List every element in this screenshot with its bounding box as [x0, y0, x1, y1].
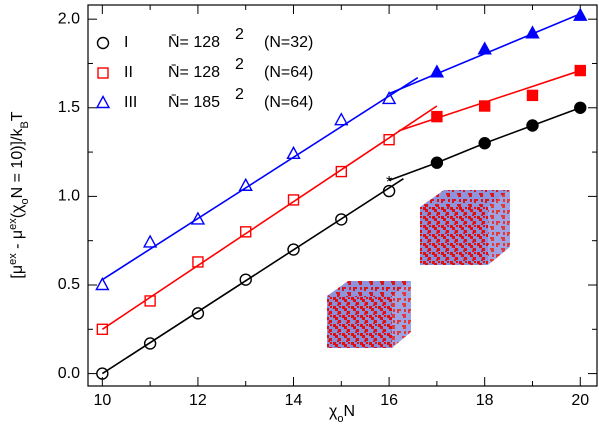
marker: [527, 90, 537, 100]
x-tick-label: 18: [476, 392, 494, 409]
label-part: N = 10)]/k: [9, 128, 26, 199]
marker: [97, 97, 109, 108]
x-tick-label: 14: [285, 392, 303, 409]
label-part: N: [343, 403, 355, 420]
marker: [480, 101, 490, 111]
legend-name: I: [124, 34, 128, 51]
legend-nbar: N̄= 128: [168, 34, 220, 51]
marker: [479, 43, 491, 54]
label-part: - μ: [9, 230, 26, 253]
label-part: B: [19, 121, 31, 128]
x-tick-label: 12: [189, 392, 207, 409]
x-axis-label: χoN: [329, 403, 355, 425]
x-tick-label: 10: [93, 392, 111, 409]
legend-nbar: N̄= 185: [168, 94, 220, 111]
legend-n: (N=32): [264, 34, 313, 51]
marker: [574, 9, 586, 20]
cube-large: [420, 190, 510, 265]
marker: [432, 112, 442, 122]
star-marker: *: [386, 174, 392, 191]
y-tick-label: 1.5: [58, 99, 80, 116]
marker: [98, 38, 109, 49]
marker: [527, 120, 538, 131]
legend-name: III: [124, 94, 137, 111]
label-part: [μ: [9, 265, 26, 279]
legend-nbar: N̄= 128: [168, 64, 220, 81]
legend-name: II: [124, 64, 133, 81]
legend-sup: 2: [235, 56, 244, 73]
y-tick-label: 0.0: [58, 365, 80, 382]
y-tick-label: 2.0: [58, 10, 80, 27]
marker: [240, 274, 251, 285]
label-part: T: [9, 111, 26, 121]
marker: [144, 236, 156, 247]
fit-line: [102, 78, 417, 280]
legend-n: (N=64): [264, 64, 313, 81]
legend-sup: 2: [235, 26, 244, 43]
label-part: ex: [7, 253, 19, 265]
marker: [431, 157, 442, 168]
cube-small: [327, 281, 411, 348]
marker: [575, 66, 585, 76]
marker: [479, 138, 490, 149]
x-tick-label: 16: [380, 392, 398, 409]
x-tick-label: 20: [571, 392, 589, 409]
legend-sup: 2: [235, 86, 244, 103]
y-axis-label: [μex - μex(χoN = 10)]/kBT: [7, 111, 31, 278]
marker: [575, 102, 586, 113]
y-tick-label: 0.5: [58, 276, 80, 293]
y-tick-label: 1.0: [58, 188, 80, 205]
label-part: ex: [7, 218, 19, 230]
marker: [98, 68, 108, 78]
label-part: (χ: [9, 204, 26, 218]
legend-n: (N=64): [264, 94, 313, 111]
chart: χoN [μex - μex(χoN = 10)]/kBT 10 12 14 16 18…: [0, 0, 599, 427]
marker: [96, 278, 108, 289]
